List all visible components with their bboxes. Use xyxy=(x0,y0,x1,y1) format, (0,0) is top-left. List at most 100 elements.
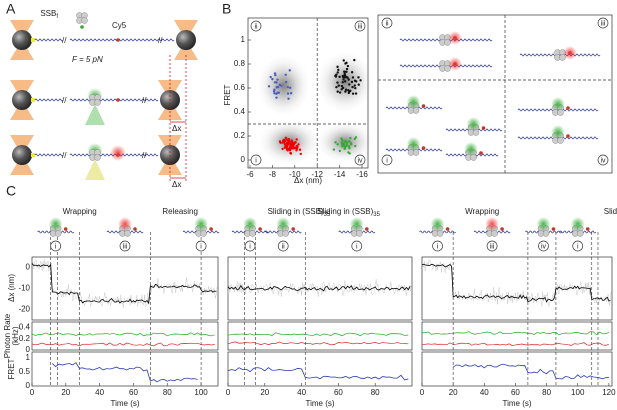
label: Cy5 xyxy=(112,21,127,30)
scatter-point xyxy=(354,86,357,90)
dye xyxy=(481,126,486,130)
dye xyxy=(116,98,120,102)
scatter-point xyxy=(287,97,290,100)
scatter-point xyxy=(337,84,340,87)
y-axis-label: Photon Rate xyxy=(3,313,12,358)
scatter-point xyxy=(286,92,290,95)
event-label: Releasing xyxy=(162,207,198,216)
event-label: Wrapping xyxy=(465,207,499,216)
dye xyxy=(63,227,68,231)
trace xyxy=(421,263,611,303)
event-label: Sliding in (SSB)35 xyxy=(268,207,331,217)
y-tick-label: 1 xyxy=(241,35,246,44)
scatter-point xyxy=(289,92,293,95)
force-label: F = 5 pN xyxy=(72,55,103,64)
scatter-point xyxy=(336,90,339,93)
break: // xyxy=(62,36,67,45)
scatter-point xyxy=(284,143,288,147)
state-label: iii xyxy=(601,20,606,27)
ssb-subunit xyxy=(94,154,101,161)
state-circle xyxy=(250,154,262,166)
break: // xyxy=(158,36,163,45)
x-tick-label: -12 xyxy=(311,170,323,179)
y-tick-label: 0.4 xyxy=(234,107,246,116)
state-circle xyxy=(354,154,366,166)
scatter-point xyxy=(343,144,346,148)
y-tick-label: 0.5 xyxy=(19,367,31,376)
scatter-point xyxy=(347,91,351,95)
dna xyxy=(69,38,175,42)
scatter-point xyxy=(345,61,348,65)
break: // xyxy=(142,96,147,105)
state-label: iii xyxy=(490,243,495,250)
scatter-point xyxy=(284,73,287,77)
scatter-point xyxy=(273,81,277,84)
bead xyxy=(176,30,196,50)
state-label: iv xyxy=(357,157,363,164)
optical-trap xyxy=(158,135,182,175)
state-circle xyxy=(195,240,207,252)
scatter-point xyxy=(275,96,278,99)
x-axis-label: Time (s) xyxy=(110,399,139,408)
optical-trap xyxy=(174,20,198,60)
x-axis-label: Time (s) xyxy=(502,399,531,408)
scatter-point xyxy=(344,90,347,93)
panel-label: C xyxy=(6,183,16,199)
optical-trap xyxy=(10,80,34,120)
x-tick-label: -14 xyxy=(334,170,346,179)
dye xyxy=(133,227,137,231)
scatter-point xyxy=(287,137,291,141)
scatter-point xyxy=(343,140,346,143)
state-circle xyxy=(597,154,609,166)
ssb-subunit xyxy=(576,230,584,237)
scatter-point xyxy=(353,84,356,87)
scatter-point xyxy=(334,141,337,144)
trace xyxy=(452,363,609,380)
excitation-cone xyxy=(85,104,105,125)
scatter-point xyxy=(336,65,339,69)
scatter-point xyxy=(288,148,291,151)
state-label: iv xyxy=(600,157,606,164)
scatter-point xyxy=(349,89,352,93)
state-label: ii xyxy=(282,243,286,250)
scatter-point xyxy=(283,146,287,149)
fluorescence xyxy=(194,217,209,231)
scatter-point xyxy=(359,79,362,82)
x-tick-label: 40 xyxy=(95,388,104,397)
scatter-point xyxy=(285,138,288,141)
y-tick-label: 0.8 xyxy=(234,59,246,68)
x-tick-label: -16 xyxy=(356,170,368,179)
fluorescence xyxy=(276,217,291,231)
scatter-point xyxy=(288,146,292,149)
x-tick-label: 40 xyxy=(480,388,489,397)
fluorescence xyxy=(430,217,445,231)
scatter-point xyxy=(349,141,353,145)
state-label: ii xyxy=(385,20,389,27)
y-tick-label: 0 xyxy=(241,155,246,164)
scatter-point xyxy=(282,139,285,142)
dye xyxy=(291,227,296,231)
break: // xyxy=(62,151,67,160)
scatter-point xyxy=(357,83,360,86)
y-tick-label: 0 xyxy=(26,263,31,272)
scatter-point xyxy=(292,142,296,145)
state-label: i xyxy=(55,243,57,250)
x-tick-label: 20 xyxy=(449,388,458,397)
scatter-point xyxy=(347,89,350,92)
state-circle xyxy=(486,240,498,252)
scatter-point xyxy=(351,92,355,95)
scatter-point xyxy=(275,85,279,89)
scatter-point xyxy=(344,88,348,91)
fluorescence xyxy=(570,217,585,231)
scatter-point xyxy=(286,85,290,89)
fluorescence xyxy=(536,217,551,231)
optical-trap xyxy=(158,80,182,120)
x-tick-label: 80 xyxy=(163,388,172,397)
ssb-subunit xyxy=(81,17,88,24)
dye xyxy=(551,227,556,231)
scatter-point xyxy=(340,88,343,91)
scatter-point xyxy=(354,144,357,148)
scatter-point xyxy=(289,152,293,155)
scatter-point xyxy=(343,70,346,74)
state-circle xyxy=(277,240,289,252)
